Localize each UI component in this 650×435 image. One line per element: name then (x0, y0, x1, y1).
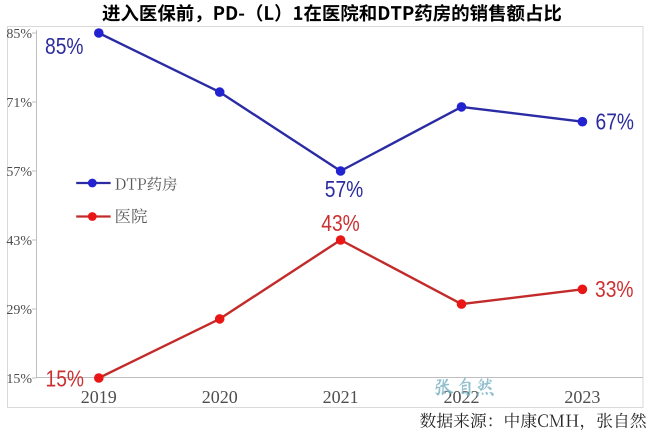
svg-text:15%: 15% (6, 372, 32, 387)
svg-text:2023: 2023 (564, 387, 600, 407)
svg-text:2019: 2019 (81, 387, 117, 407)
svg-text:29%: 29% (6, 303, 32, 318)
svg-text:71%: 71% (6, 96, 32, 111)
svg-text:85%: 85% (45, 33, 84, 59)
svg-text:2020: 2020 (202, 387, 238, 407)
svg-text:43%: 43% (6, 234, 32, 249)
svg-text:33%: 33% (595, 276, 634, 302)
svg-text:2021: 2021 (323, 387, 359, 407)
svg-text:57%: 57% (6, 165, 32, 180)
svg-text:67%: 67% (596, 109, 635, 135)
svg-text:85%: 85% (6, 27, 32, 42)
svg-text:43%: 43% (321, 210, 360, 236)
svg-text:15%: 15% (46, 366, 85, 392)
svg-text:57%: 57% (325, 176, 364, 202)
